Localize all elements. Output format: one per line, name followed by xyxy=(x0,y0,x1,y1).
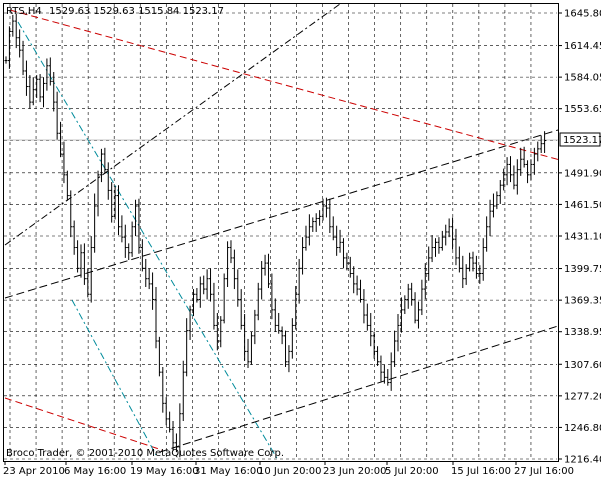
price-tick-label: 1645.80 xyxy=(564,9,601,20)
current-price-tag xyxy=(559,132,601,147)
price-tick-label: 1584.05 xyxy=(564,73,601,84)
time-tick-label: 15 Jul 16:00 xyxy=(451,466,511,477)
price-tick-label: 1431.10 xyxy=(564,232,601,243)
header-ohlc: 1529.63 1529.63 1515.84 1523.17 xyxy=(49,6,224,17)
black-channel-lower[interactable] xyxy=(159,325,559,453)
time-tick-label: 27 Jul 16:00 xyxy=(514,466,574,477)
price-axis[interactable]: 1645.80 1614.45 1584.05 1553.65 1491.90 1461.… xyxy=(558,9,601,466)
black-channel-middle[interactable] xyxy=(4,129,559,299)
header-symbol: RTS,H4 xyxy=(6,6,42,17)
cyan-channel-upper[interactable] xyxy=(17,21,279,461)
price-tick-label: 1307.60 xyxy=(564,360,601,371)
red-resistance-line[interactable] xyxy=(9,9,561,161)
trendlines[interactable] xyxy=(4,3,561,461)
price-tick-label: 1399.75 xyxy=(564,264,601,275)
price-tick-label: 1369.35 xyxy=(564,296,601,307)
price-tick-label: 1553.65 xyxy=(564,104,601,115)
current-price-label: 1523.17 xyxy=(563,135,601,146)
price-tick-label: 1216.40 xyxy=(564,455,601,466)
price-tick-label: 1614.45 xyxy=(564,41,601,52)
price-tick-label: 1246.80 xyxy=(564,423,601,434)
time-tick-label: 31 May 16:00 xyxy=(194,466,263,477)
grid-lines xyxy=(4,4,557,460)
copyright-watermark: Broco Trader, © 2001-2010 MetaQuotes Sof… xyxy=(6,448,284,459)
cyan-channel-lower[interactable] xyxy=(71,299,157,456)
price-tick-label: 1277.20 xyxy=(564,391,601,402)
price-tick-label: 1491.90 xyxy=(564,168,601,179)
black-long-channel-top[interactable] xyxy=(4,3,341,246)
price-bars xyxy=(4,13,547,458)
time-tick-label: 5 Jul 20:00 xyxy=(385,466,439,477)
plot-frame xyxy=(3,3,559,462)
price-tick-label: 1338.95 xyxy=(564,327,601,338)
time-tick-label: 19 May 16:00 xyxy=(130,466,199,477)
red-support-line[interactable] xyxy=(4,397,163,451)
time-tick-label: 23 Jun 20:00 xyxy=(323,466,387,477)
time-tick-label: 10 Jun 20:00 xyxy=(258,466,322,477)
price-tick-label: 1461.50 xyxy=(564,200,601,211)
time-tick-label: 23 Apr 2010 xyxy=(3,466,65,477)
time-tick-label: 6 May 16:00 xyxy=(64,466,126,477)
